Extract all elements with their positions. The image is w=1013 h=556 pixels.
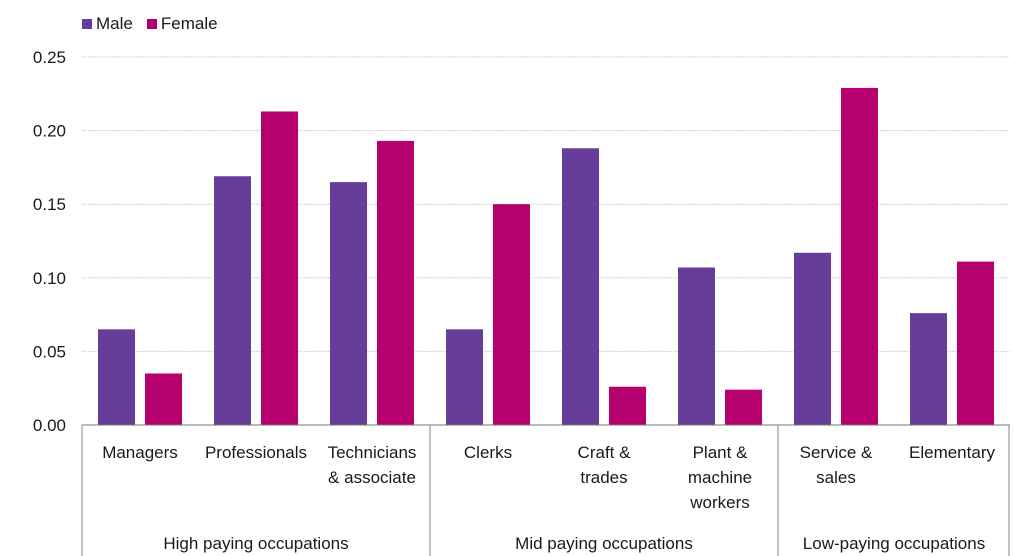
group-label: Low-paying occupations [803,534,985,553]
bar-female-1 [261,111,298,426]
bar-male-7 [910,313,947,425]
category-label: workers [689,493,750,512]
category-label: Elementary [909,443,995,462]
y-tick-label: 0.20 [33,122,66,141]
group-label: High paying occupations [163,534,348,553]
y-tick-label: 0.15 [33,195,66,214]
legend-label-male: Male [96,14,133,33]
bar-female-3 [493,204,530,425]
bar-male-4 [562,148,599,425]
legend-label-female: Female [160,14,218,33]
y-tick-label: 0.10 [33,269,66,288]
bar-male-0 [98,329,135,425]
category-label: Technicians [328,443,417,462]
bar-female-0 [145,373,182,425]
bar-male-2 [330,182,367,425]
category-label: Service & [800,443,873,462]
category-label: Professionals [205,443,307,462]
y-tick-label: 0.05 [33,342,66,361]
category-label: sales [816,468,856,487]
bar-female-6 [841,87,878,426]
legend-swatch-female [146,19,157,29]
category-label: machine [688,468,752,487]
y-tick-label: 0.00 [33,416,66,435]
category-label: trades [580,468,627,487]
legend-item-male: Male [82,14,133,34]
bar-male-5 [678,267,715,425]
group-label: Mid paying occupations [515,534,693,553]
bar-male-1 [214,176,251,425]
bar-female-2 [377,140,414,426]
bar-female-5 [725,389,762,425]
category-label: Managers [102,443,178,462]
bar-male-3 [446,329,483,425]
category-label: Clerks [464,443,512,462]
legend: Male Female [82,14,218,34]
bar-female-7 [957,261,994,425]
category-label: Craft & [578,443,632,462]
legend-item-female: Female [146,14,218,34]
category-label: & associate [328,468,416,487]
bar-female-4 [609,386,646,425]
y-tick-label: 0.25 [33,48,66,67]
category-label: Plant & [693,443,748,462]
bar-male-6 [794,252,831,425]
legend-swatch-male [82,19,92,29]
